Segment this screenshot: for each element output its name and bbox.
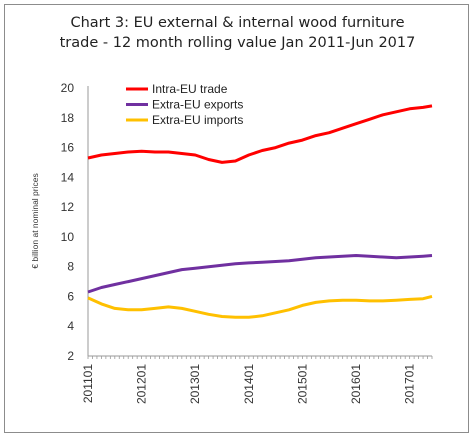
y-tick-label: 12 (61, 200, 75, 214)
series-line-3 (87, 294, 433, 319)
y-tick-label: 10 (61, 230, 75, 244)
chart-title-line-1: Chart 3: EU external & internal wood fur… (70, 15, 405, 31)
x-tick-label: 201101 (81, 364, 95, 403)
y-tick-label: 18 (61, 111, 75, 125)
x-tick-label: 201601 (349, 364, 363, 404)
x-tick-label: 201301 (188, 364, 202, 404)
y-tick-label: 6 (67, 289, 74, 303)
chart-title-line-2: trade - 12 month rolling value Jan 2011-… (59, 35, 416, 51)
y-tick-label: 2 (67, 349, 74, 363)
series-line-2 (87, 254, 433, 294)
y-tick-label: 4 (67, 319, 74, 333)
x-tick-label: 201501 (295, 364, 309, 404)
series-line-1 (87, 104, 433, 164)
chart-frame (4, 4, 469, 433)
legend-label: Intra-EU trade (152, 82, 228, 96)
y-tick-label: 16 (61, 141, 75, 155)
chart-title: Chart 3: EU external & internal wood fur… (0, 13, 475, 53)
y-tick-label: 8 (67, 260, 74, 274)
y-axis-label: € billion at nominal prices (30, 173, 40, 268)
legend-label: Extra-EU imports (152, 113, 243, 127)
y-tick-label: 20 (61, 81, 75, 95)
x-tick-label: 201201 (135, 364, 149, 404)
x-tick-label: 201401 (242, 364, 256, 404)
y-tick-label: 14 (61, 170, 75, 184)
series-lines (87, 104, 433, 319)
x-tick-label: 201701 (403, 364, 417, 404)
legend-label: Extra-EU exports (152, 98, 243, 112)
axes: 2 4 6 8 10 12 14 16 18 20 201101 201201 201301 201401… (61, 81, 433, 404)
